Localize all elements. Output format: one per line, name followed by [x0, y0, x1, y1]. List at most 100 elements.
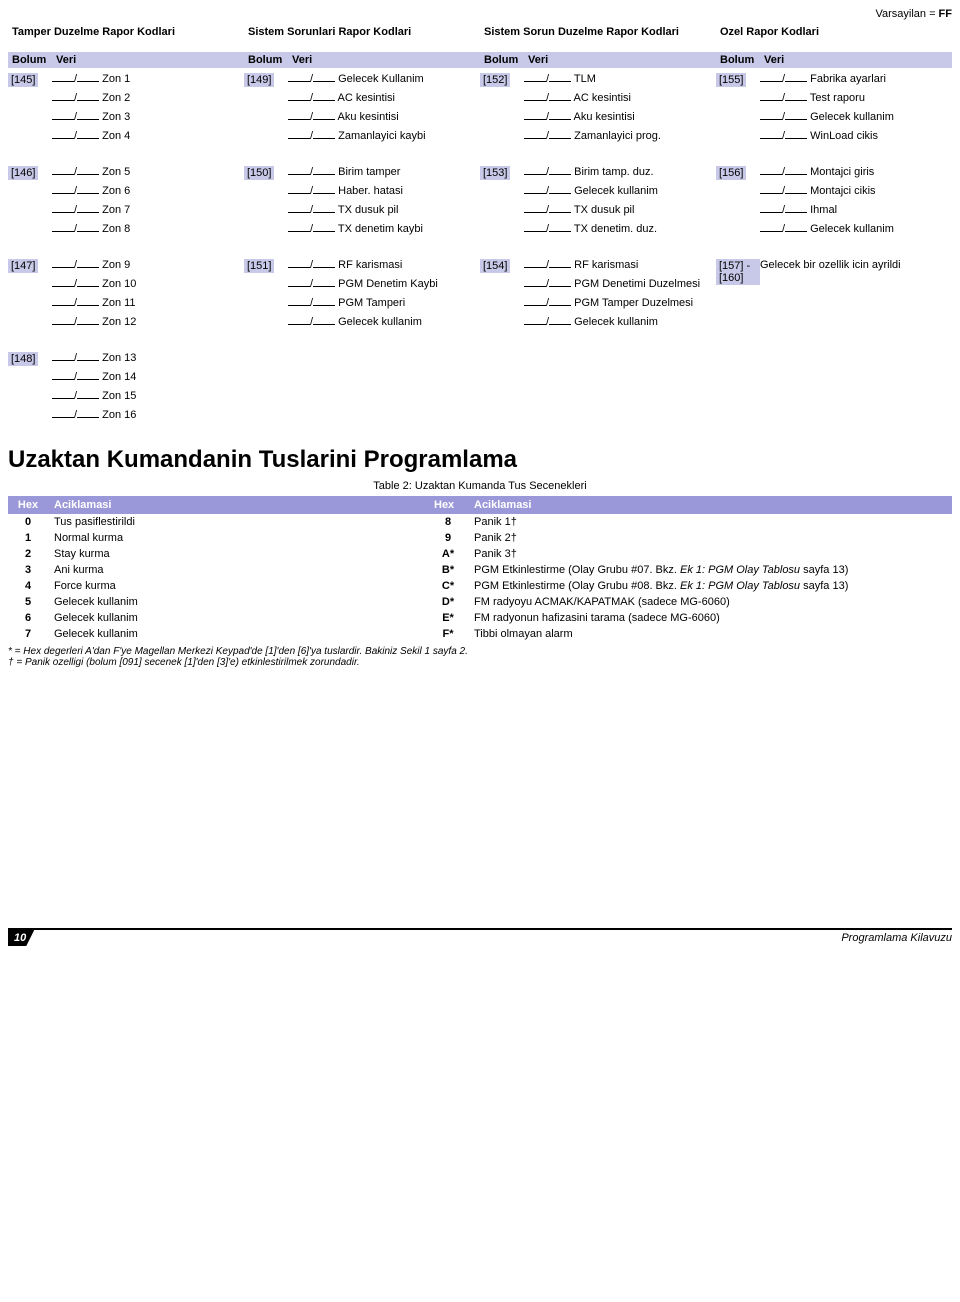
- entry-blank-b[interactable]: [549, 286, 571, 287]
- entry-blank-a[interactable]: [288, 212, 310, 213]
- entry-blank-b[interactable]: [549, 81, 571, 82]
- entry-blank-b[interactable]: [785, 231, 807, 232]
- entry-blank-b[interactable]: [313, 81, 335, 82]
- entry-blank-a[interactable]: [524, 81, 546, 82]
- entry-blank-b[interactable]: [785, 100, 807, 101]
- entry-blank-a[interactable]: [52, 81, 74, 82]
- entry-blank-b[interactable]: [313, 231, 335, 232]
- entry-blank-a[interactable]: [52, 398, 74, 399]
- entry-blank-a[interactable]: [760, 174, 782, 175]
- entry-blank-b[interactable]: [549, 174, 571, 175]
- entry-blank-a[interactable]: [524, 324, 546, 325]
- entry-blank-b[interactable]: [77, 360, 99, 361]
- entry-blank-b[interactable]: [785, 138, 807, 139]
- entry-blank-b[interactable]: [77, 100, 99, 101]
- entry-blank-a[interactable]: [52, 138, 74, 139]
- entry-blank-a[interactable]: [52, 379, 74, 380]
- entry-blank-a[interactable]: [52, 119, 74, 120]
- entry-blank-b[interactable]: [313, 174, 335, 175]
- entry-blank-b[interactable]: [549, 212, 571, 213]
- entry-blank-a[interactable]: [52, 324, 74, 325]
- entry-blank-b[interactable]: [77, 119, 99, 120]
- entry-blank-a[interactable]: [52, 417, 74, 418]
- entry-blank-b[interactable]: [77, 379, 99, 380]
- entry-blank-b[interactable]: [77, 81, 99, 82]
- hex-cell: 3: [8, 562, 48, 578]
- entry-blank-a[interactable]: [524, 286, 546, 287]
- entry-blank-a[interactable]: [52, 193, 74, 194]
- entry-blank-a[interactable]: [288, 119, 310, 120]
- entry-blank-b[interactable]: [77, 193, 99, 194]
- entry-blank-a[interactable]: [288, 267, 310, 268]
- hex-cell: 4: [8, 578, 48, 594]
- entry-blank-b[interactable]: [549, 119, 571, 120]
- entry-text: Aku kesintisi: [338, 111, 399, 123]
- entry-blank-b[interactable]: [77, 174, 99, 175]
- entry-blank-a[interactable]: [760, 81, 782, 82]
- entry-blank-a[interactable]: [288, 81, 310, 82]
- entry-blank-b[interactable]: [77, 267, 99, 268]
- entry-blank-b[interactable]: [313, 305, 335, 306]
- entry-blank-a[interactable]: [760, 119, 782, 120]
- entry-blank-b[interactable]: [549, 305, 571, 306]
- entry-blank-b[interactable]: [313, 100, 335, 101]
- entry-blank-a[interactable]: [288, 286, 310, 287]
- entry-blank-a[interactable]: [760, 212, 782, 213]
- entry-blank-b[interactable]: [549, 138, 571, 139]
- entry-blank-b[interactable]: [785, 193, 807, 194]
- entry-blank-a[interactable]: [288, 305, 310, 306]
- entry-blank-b[interactable]: [549, 231, 571, 232]
- entry-blank-a[interactable]: [288, 138, 310, 139]
- entry-blank-b[interactable]: [77, 398, 99, 399]
- entry-blank-a[interactable]: [288, 231, 310, 232]
- entry-blank-b[interactable]: [77, 305, 99, 306]
- entry-blank-b[interactable]: [313, 138, 335, 139]
- entry-blank-a[interactable]: [760, 100, 782, 101]
- entry-blank-b[interactable]: [785, 119, 807, 120]
- entry-blank-b[interactable]: [549, 324, 571, 325]
- entry-blank-b[interactable]: [785, 81, 807, 82]
- entry-blank-b[interactable]: [313, 324, 335, 325]
- entry-blank-a[interactable]: [288, 193, 310, 194]
- entry-blank-a[interactable]: [524, 100, 546, 101]
- entry-blank-b[interactable]: [549, 100, 571, 101]
- entry-blank-a[interactable]: [760, 231, 782, 232]
- entry-blank-a[interactable]: [288, 324, 310, 325]
- entry-blank-a[interactable]: [52, 174, 74, 175]
- entry-blank-a[interactable]: [52, 360, 74, 361]
- entry-blank-a[interactable]: [52, 267, 74, 268]
- entry-blank-a[interactable]: [52, 100, 74, 101]
- entry-blank-b[interactable]: [313, 119, 335, 120]
- entry-blank-b[interactable]: [549, 267, 571, 268]
- bolum-cell: [148]: [8, 352, 38, 366]
- entry-blank-b[interactable]: [549, 193, 571, 194]
- entry-blank-b[interactable]: [313, 267, 335, 268]
- entry-blank-b[interactable]: [785, 174, 807, 175]
- entry-blank-a[interactable]: [52, 212, 74, 213]
- entry-blank-b[interactable]: [785, 212, 807, 213]
- entry-blank-a[interactable]: [524, 305, 546, 306]
- entry-blank-a[interactable]: [288, 174, 310, 175]
- entry-blank-b[interactable]: [77, 231, 99, 232]
- entry-blank-b[interactable]: [77, 417, 99, 418]
- entry-blank-a[interactable]: [524, 212, 546, 213]
- entry-blank-b[interactable]: [77, 212, 99, 213]
- entry-blank-b[interactable]: [313, 286, 335, 287]
- entry-blank-a[interactable]: [52, 305, 74, 306]
- entry-blank-a[interactable]: [524, 174, 546, 175]
- entry-blank-a[interactable]: [524, 193, 546, 194]
- entry-blank-b[interactable]: [77, 324, 99, 325]
- entry-blank-a[interactable]: [760, 138, 782, 139]
- entry-blank-a[interactable]: [52, 231, 74, 232]
- entry-blank-a[interactable]: [760, 193, 782, 194]
- entry-blank-a[interactable]: [52, 286, 74, 287]
- entry-blank-a[interactable]: [524, 138, 546, 139]
- entry-blank-b[interactable]: [313, 193, 335, 194]
- entry-blank-a[interactable]: [524, 231, 546, 232]
- entry-blank-b[interactable]: [77, 138, 99, 139]
- entry-blank-b[interactable]: [313, 212, 335, 213]
- entry-blank-b[interactable]: [77, 286, 99, 287]
- entry-blank-a[interactable]: [288, 100, 310, 101]
- entry-blank-a[interactable]: [524, 267, 546, 268]
- entry-blank-a[interactable]: [524, 119, 546, 120]
